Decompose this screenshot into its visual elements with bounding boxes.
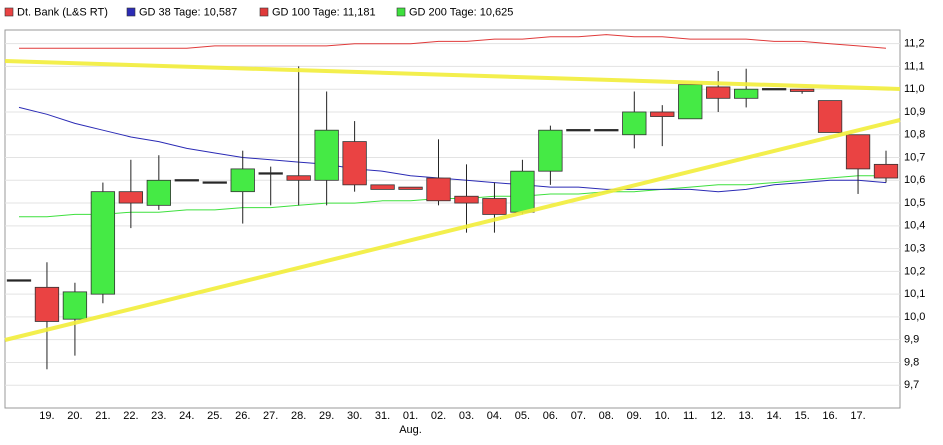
candle-body [174, 179, 199, 182]
x-tick-label: 19. [39, 410, 54, 422]
x-tick-label: 21. [95, 410, 110, 422]
candle-body [314, 129, 339, 181]
x-tick-label: 30. [347, 410, 362, 422]
y-tick-label: 9,9 [904, 334, 919, 346]
candle-body [426, 177, 451, 202]
y-tick-label: 10,4 [904, 220, 925, 232]
legend-label: GD 200 Tage: 10,625 [409, 6, 513, 18]
candle-body [650, 111, 675, 117]
x-tick-label: 31. [375, 410, 390, 422]
y-tick-label: 10,5 [904, 197, 925, 209]
candle-body [622, 111, 647, 136]
candle-body [761, 88, 787, 91]
candle-body [286, 175, 311, 181]
candle-body [34, 286, 60, 322]
x-tick-label: 26. [235, 410, 250, 422]
legend-swatch [126, 7, 136, 17]
candle-body [118, 191, 144, 204]
moving-average-line [19, 34, 887, 49]
x-tick-label: 20. [67, 410, 82, 422]
candle-body [734, 88, 759, 99]
candle-body [538, 129, 563, 172]
x-tick-label: 25. [207, 410, 222, 422]
moving-average-line [19, 175, 886, 218]
y-tick-label: 10,2 [904, 265, 925, 277]
candle-body [678, 84, 703, 120]
candle-body [482, 198, 507, 215]
legend-label: GD 100 Tage: 11,181 [272, 6, 376, 18]
y-tick-label: 11,0 [904, 83, 925, 95]
x-tick-label: 04. [487, 410, 502, 422]
y-tick-label: 11,1 [904, 60, 925, 72]
candle-body [594, 129, 619, 132]
candle-body [398, 186, 423, 190]
x-tick-label: 09. [627, 410, 642, 422]
candle-body [370, 184, 395, 190]
candle-body [6, 279, 32, 282]
trend-line [4, 118, 901, 342]
y-tick-label: 9,7 [904, 379, 919, 391]
x-tick-label: 05. [515, 410, 530, 422]
y-tick-label: 10,6 [904, 174, 925, 186]
x-tick-label: 29. [319, 410, 334, 422]
x-tick-label: 11. [683, 410, 697, 422]
candle-body [873, 163, 899, 179]
x-tick-label: 22. [123, 410, 138, 422]
legend-swatch [396, 7, 406, 17]
candle-body [510, 170, 535, 213]
candle-body [817, 100, 843, 133]
x-tick-label: 12. [711, 410, 726, 422]
y-tick-label: 10,7 [904, 151, 925, 163]
y-tick-label: 10,8 [904, 129, 925, 141]
plot [6, 34, 899, 370]
y-tick-label: 10,3 [904, 243, 925, 255]
y-tick-label: 10,9 [904, 106, 925, 118]
x-tick-label: 13. [739, 410, 754, 422]
x-tick-label: 08. [599, 410, 614, 422]
x-sublabel: Aug. [399, 424, 422, 436]
x-tick-label: 15. [794, 410, 809, 422]
x-tick-label: 27. [263, 410, 278, 422]
x-tick-label: 28. [291, 410, 306, 422]
y-tick-label: 9,8 [904, 356, 919, 368]
candle-body [342, 141, 367, 186]
trend-line [4, 59, 901, 91]
y-tick-label: 10,0 [904, 311, 925, 323]
candle-body [566, 129, 591, 132]
x-tick-label: 02. [431, 410, 446, 422]
candle-body [62, 291, 88, 320]
legend-label: GD 38 Tage: 10,587 [139, 6, 237, 18]
candle-body [454, 195, 479, 204]
legend-swatch [259, 7, 269, 17]
x-tick-label: 10. [655, 410, 670, 422]
legend-swatch [4, 7, 14, 17]
candle-body [706, 86, 731, 99]
y-tick-label: 10,1 [904, 288, 925, 300]
candle-body [146, 179, 171, 206]
x-tick-label: 01. [403, 410, 418, 422]
x-tick-label: 06. [543, 410, 558, 422]
candle-body [230, 168, 255, 193]
x-tick-label: 24. [179, 410, 194, 422]
candle-body [202, 181, 227, 184]
x-tick-label: 16. [822, 410, 837, 422]
x-tick-label: 23. [151, 410, 166, 422]
x-tick-label: 14. [766, 410, 781, 422]
candle-body [789, 88, 815, 92]
moving-average-line [18, 106, 887, 193]
x-tick-label: 03. [459, 410, 474, 422]
x-tick-label: 07. [571, 410, 586, 422]
y-tick-label: 11,2 [904, 38, 925, 50]
axes: 9,7 9,8 9,9 10,0 10,1 10,2 10,3 10,4 10,5 10,6 10,… [4, 6, 925, 436]
candle-body [845, 134, 871, 170]
candle-body [90, 191, 116, 295]
candle-body [258, 172, 283, 175]
x-tick-label: 17. [850, 410, 865, 422]
legend-label: Dt. Bank (L&S RT) [17, 6, 108, 18]
